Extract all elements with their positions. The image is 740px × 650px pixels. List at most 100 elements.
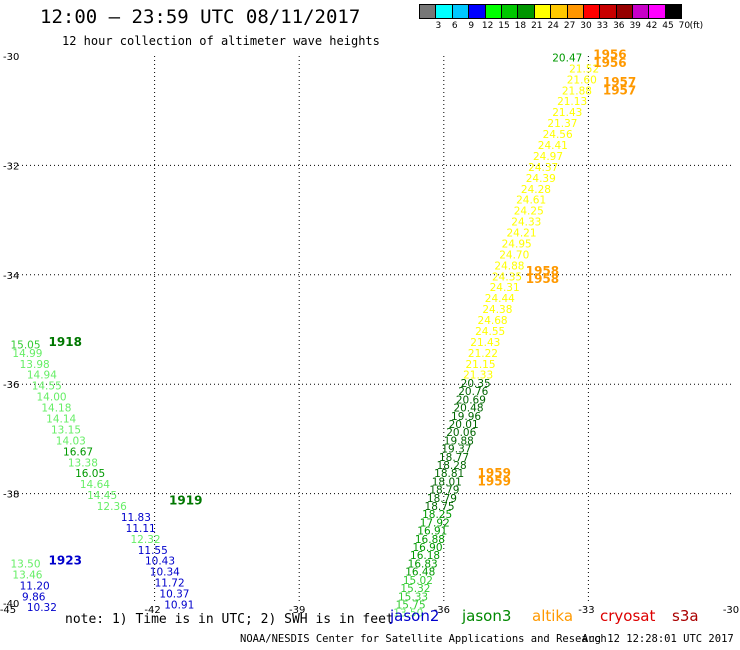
data-point-jason3: 14.94 bbox=[27, 370, 57, 382]
data-point-jason3: 18.25 bbox=[422, 509, 452, 521]
data-point-jason3: 19.88 bbox=[444, 435, 474, 447]
data-point-jason3: 14.99 bbox=[12, 348, 42, 360]
data-point-jason3: 16.83 bbox=[408, 558, 438, 570]
data-point-altika: 21.43 bbox=[470, 337, 500, 349]
y-tick-label: -38 bbox=[3, 490, 19, 501]
data-point-jason3: 17.92 bbox=[420, 517, 450, 529]
data-point-jason3: 20.48 bbox=[453, 403, 483, 415]
data-point-jason3: 20.06 bbox=[446, 427, 476, 439]
colorbar-label: 21 bbox=[531, 21, 543, 31]
data-point-jason3: 14.18 bbox=[41, 403, 71, 415]
y-tick-label: -32 bbox=[3, 161, 19, 172]
colorbar-label: 24 bbox=[547, 21, 559, 31]
data-point-jason2: 10.43 bbox=[145, 556, 175, 568]
data-point-jason3: 14.14 bbox=[46, 413, 76, 425]
x-tick-label: -33 bbox=[578, 605, 594, 616]
data-point-altika: 24.35 bbox=[492, 271, 522, 283]
data-point-jason2: 11.20 bbox=[20, 580, 50, 592]
data-point-altika: 24.39 bbox=[526, 173, 556, 185]
data-point-jason3: 14.64 bbox=[80, 479, 110, 491]
time-label: 1959 bbox=[478, 466, 511, 480]
x-tick-label: -45 bbox=[0, 605, 16, 616]
data-point-jason2: 10.37 bbox=[159, 589, 189, 601]
footer-credit: NOAA/NESDIS Center for Satellite Applica… bbox=[240, 633, 607, 645]
data-point-jason3: 14.03 bbox=[56, 435, 86, 447]
x-tick-label: -36 bbox=[434, 605, 450, 616]
colorbar-label: 42 bbox=[645, 21, 658, 31]
data-point-jason3: 16.48 bbox=[405, 567, 435, 579]
data-point-jason3: 15.33 bbox=[398, 591, 428, 603]
data-point-altika: 24.33 bbox=[511, 217, 541, 229]
data-point-altika: 24.68 bbox=[478, 315, 508, 327]
data-point-altika: 24.61 bbox=[516, 195, 546, 207]
data-point-altika: 21.13 bbox=[557, 96, 587, 108]
legend-jason3: jason3 bbox=[462, 607, 512, 625]
data-point-altika: 24.44 bbox=[485, 293, 515, 305]
data-point-jason3: 14.55 bbox=[32, 381, 62, 393]
data-point-jason2: 10.91 bbox=[164, 599, 194, 611]
data-point-altika: 21.15 bbox=[465, 359, 495, 371]
data-point-jason3: 20.01 bbox=[449, 419, 479, 431]
data-point-jason2: 10.34 bbox=[150, 567, 180, 579]
time-label: 1956 bbox=[593, 48, 626, 62]
data-point-jason2: 11.11 bbox=[126, 523, 156, 535]
data-point-jason3: 19.37 bbox=[441, 444, 471, 456]
data-point-jason2: 12.32 bbox=[131, 534, 161, 546]
data-point-jason3: 20.69 bbox=[456, 394, 486, 406]
data-point-jason3: 13.38 bbox=[68, 457, 98, 469]
data-point-jason3: 18.79 bbox=[427, 493, 457, 505]
data-point-altika: 24.41 bbox=[538, 140, 568, 152]
data-point-jason3: 15.05 bbox=[10, 340, 40, 352]
data-point-jason3: 18.81 bbox=[434, 468, 464, 480]
data-point-jason2: 9.86 bbox=[22, 591, 46, 603]
data-point-altika: 24.55 bbox=[475, 326, 505, 338]
data-point-jason3: 16.90 bbox=[412, 542, 442, 554]
colorbar-swatch bbox=[664, 4, 683, 19]
data-point-altika: 24.38 bbox=[482, 304, 512, 316]
colorbar-label: 33 bbox=[596, 21, 609, 31]
data-point-altika: 21.22 bbox=[468, 348, 498, 360]
data-point-altika: 24.56 bbox=[543, 129, 573, 141]
colorbar-label: 39 bbox=[629, 21, 641, 31]
y-tick-label: -30 bbox=[3, 52, 19, 63]
data-point-altika: 20.47 bbox=[552, 52, 582, 64]
data-point-jason3: 14.00 bbox=[37, 392, 67, 404]
colorbar-label: 27 bbox=[563, 21, 576, 31]
data-point-jason3: 14.45 bbox=[87, 490, 117, 502]
data-point-jason3: 19.96 bbox=[451, 411, 481, 423]
data-point-altika: 24.97 bbox=[533, 151, 563, 163]
x-tick-label: -42 bbox=[144, 605, 160, 616]
data-point-jason3: 18.28 bbox=[437, 460, 467, 472]
data-point-altika: 24.21 bbox=[506, 228, 536, 240]
chart-title: 12:00 – 23:59 UTC 08/11/2017 bbox=[40, 6, 361, 28]
data-point-jason3: 13.15 bbox=[51, 424, 81, 436]
data-point-altika: 24.37 bbox=[528, 162, 558, 174]
data-point-altika: 24.88 bbox=[494, 260, 524, 272]
legend-cryosat: cryosat bbox=[600, 607, 656, 625]
footer-note: note: 1) Time is in UTC; 2) SWH is in fe… bbox=[65, 612, 394, 627]
colorbar-label: 18 bbox=[514, 21, 527, 31]
data-point-jason3: 15.02 bbox=[403, 575, 433, 587]
colorbar bbox=[419, 4, 683, 19]
data-point-altika: 21.52 bbox=[569, 63, 599, 75]
data-point-jason2: 11.55 bbox=[138, 545, 168, 557]
data-point-jason3: 18.01 bbox=[432, 476, 462, 488]
colorbar-label: (ft) bbox=[689, 21, 704, 31]
legend-s3a: s3a bbox=[672, 607, 699, 625]
data-point-jason3: 18.75 bbox=[425, 501, 455, 513]
y-tick-label: -36 bbox=[3, 380, 19, 391]
data-point-jason3: 16.67 bbox=[63, 446, 93, 458]
data-point-jason2: 11.83 bbox=[121, 512, 151, 524]
legend-jason2: jason2 bbox=[390, 607, 440, 625]
colorbar-label: 3 bbox=[435, 21, 442, 31]
data-point-altika: 21.43 bbox=[552, 107, 582, 119]
data-point-altika: 24.28 bbox=[521, 184, 551, 196]
time-label: 1958 bbox=[526, 272, 559, 286]
data-point-altika: 21.88 bbox=[562, 85, 592, 97]
data-point-jason3: 16.88 bbox=[415, 534, 445, 546]
colorbar-labels: 3 6 9 12 15 18 21 24 27 30 33 36 39 42 45 70 (ft) bbox=[420, 21, 740, 35]
colorbar-label: 12 bbox=[481, 21, 494, 31]
time-label: 1956 bbox=[593, 56, 626, 70]
